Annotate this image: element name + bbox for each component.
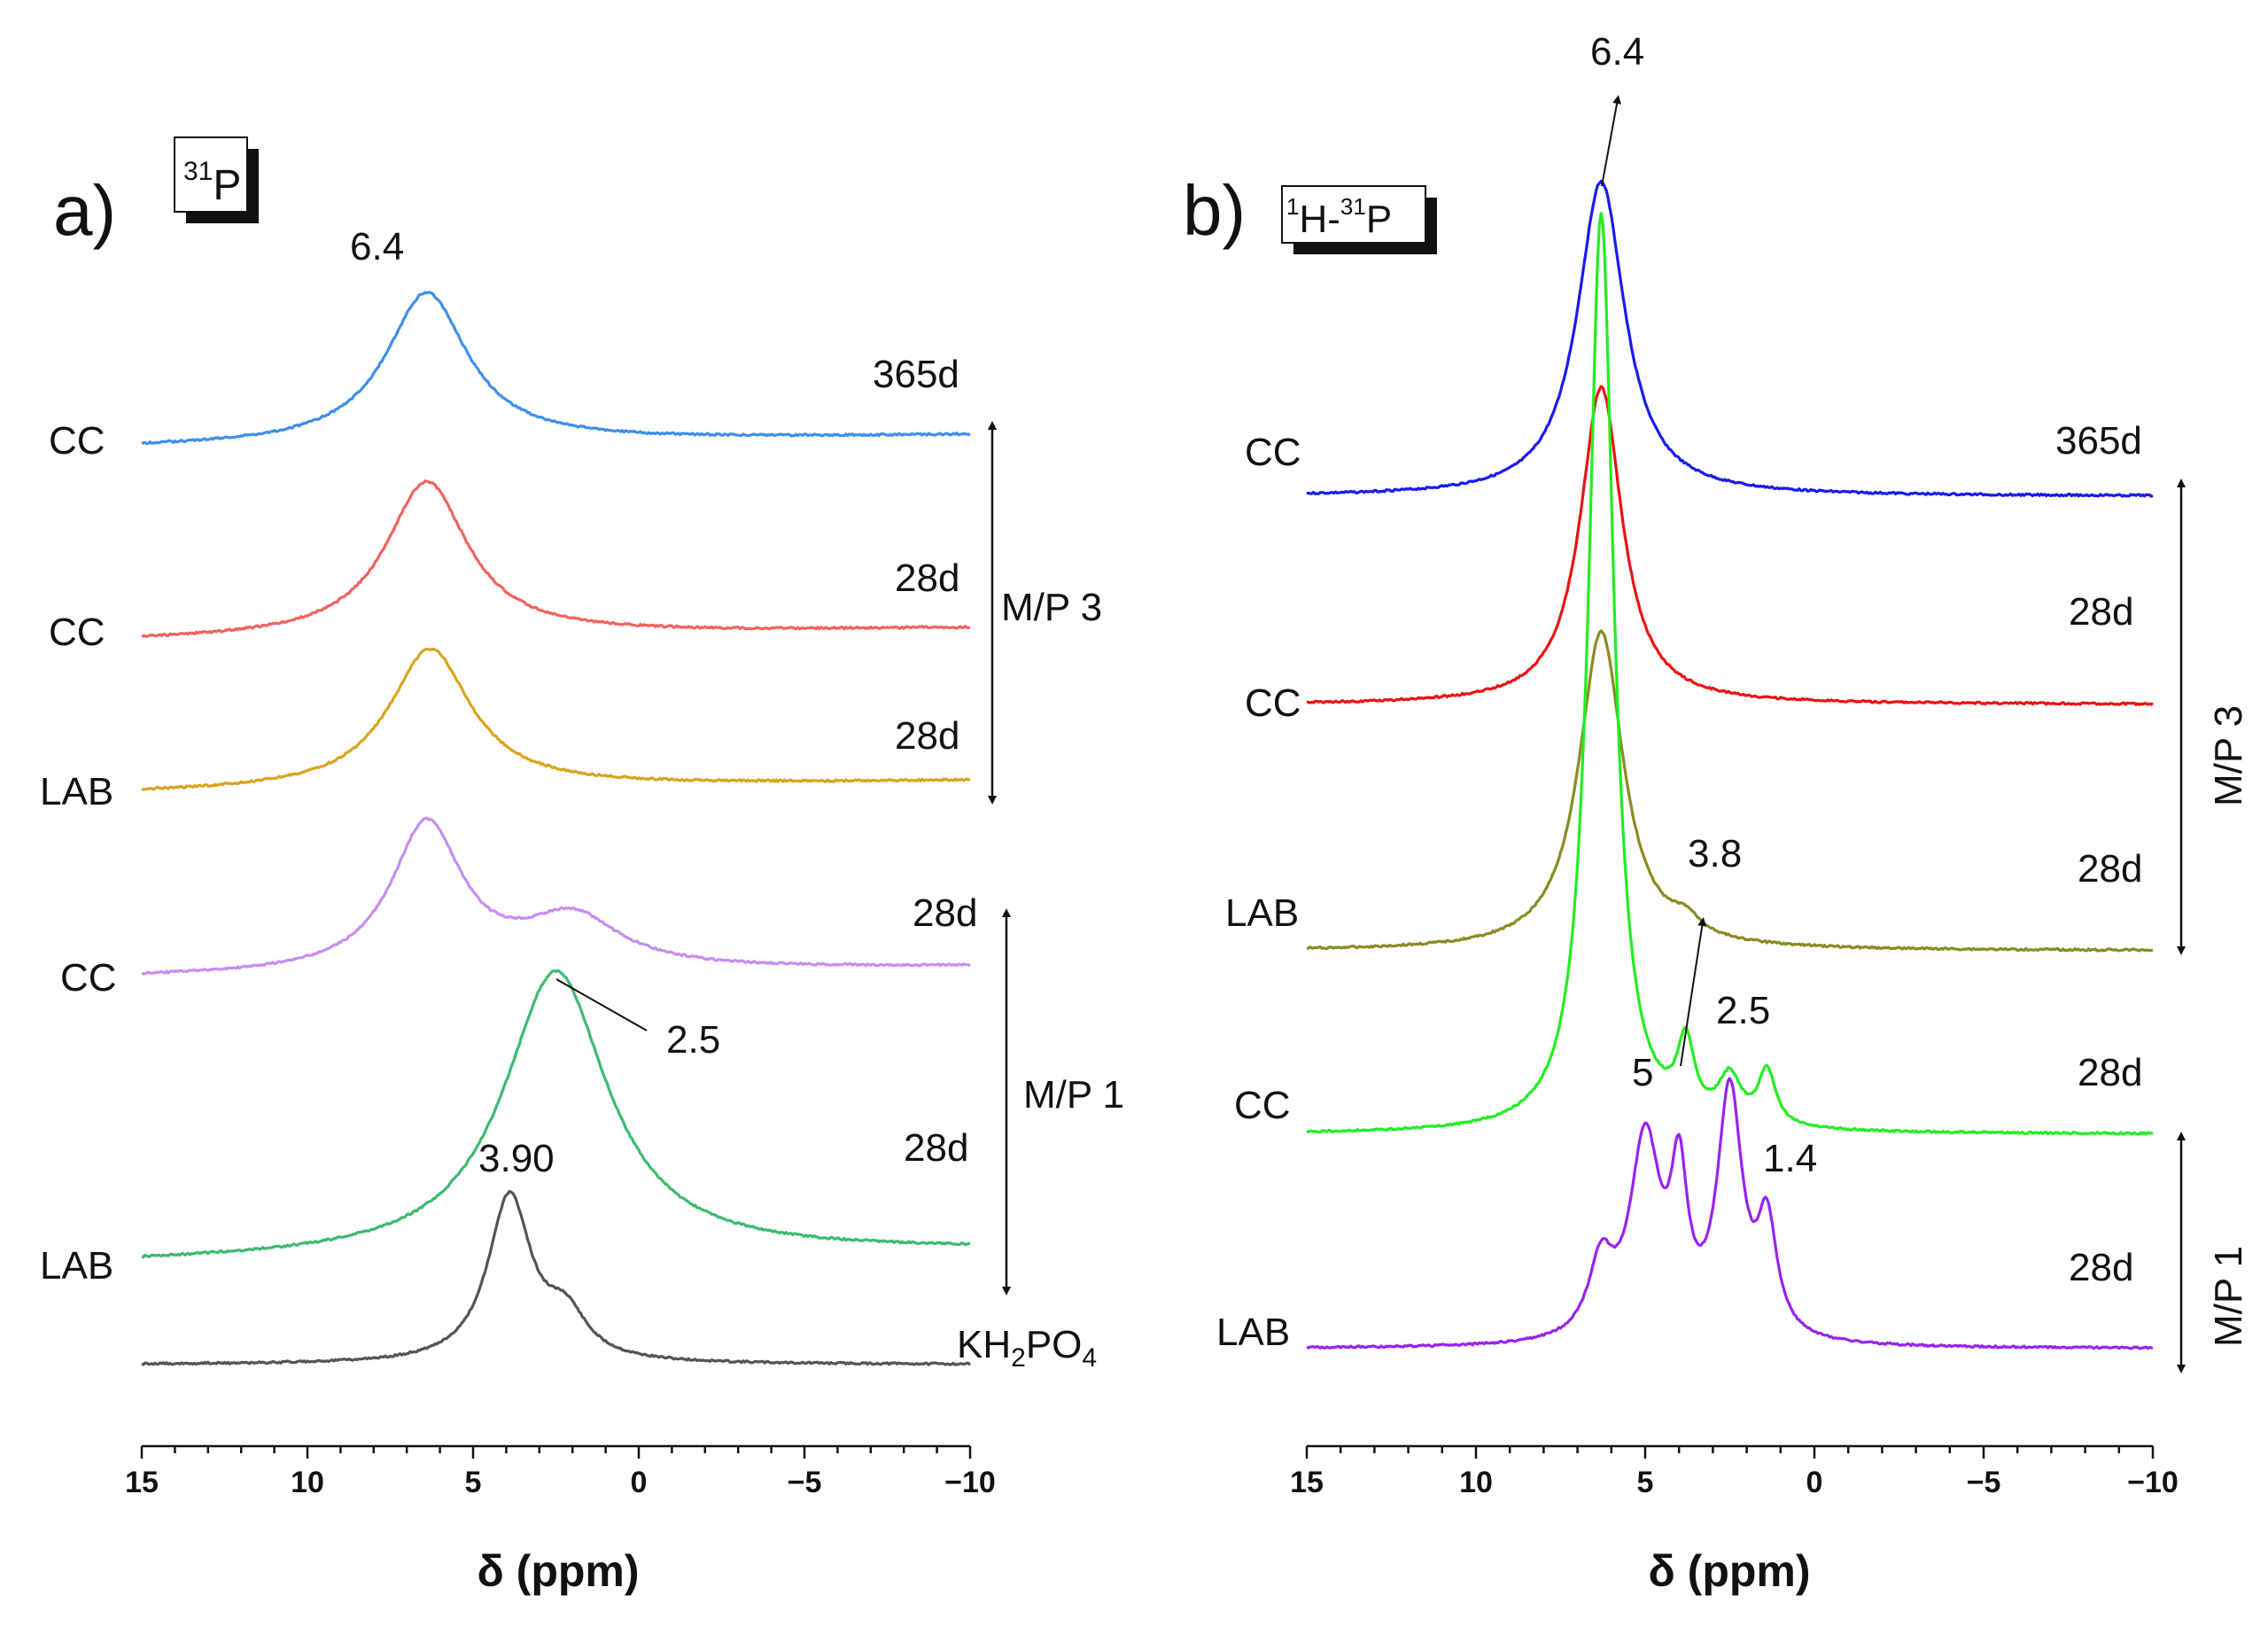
panel-b-annotation-arrow bbox=[1601, 95, 1622, 187]
panel-b-sample-label: CC bbox=[1245, 431, 1301, 474]
x-axis-tick-label: 15 bbox=[125, 1466, 159, 1499]
spectrum-trace-lab-3 bbox=[141, 647, 971, 792]
panel-b-nucleus-label: 1H-31P bbox=[1286, 193, 1392, 241]
x-axis-tick-label: 15 bbox=[1290, 1466, 1324, 1499]
panel-b-peak-annotation: 2.5 bbox=[1716, 989, 1770, 1032]
panel-a-sample-label: LAB bbox=[40, 770, 113, 813]
spectrum-trace-cc-2 bbox=[1306, 385, 2154, 706]
panel-b-label: b) bbox=[1183, 171, 1246, 250]
panel-b-x-axis-title: δ (ppm) bbox=[1648, 1546, 1810, 1596]
panel-a: a) 31P CC CC LAB CC LAB 365d 28d 28d 28d… bbox=[40, 136, 1124, 1596]
panel-b-age-label: 28d bbox=[2078, 1051, 2142, 1094]
panel-a-sample-label: CC bbox=[49, 419, 105, 463]
spectrum-trace-lab-5 bbox=[141, 969, 971, 1259]
spectrum-trace-cc-2 bbox=[141, 479, 971, 638]
panel-b-spectra bbox=[1306, 179, 2154, 1350]
x-axis-tick-label: 0 bbox=[631, 1466, 648, 1499]
panel-a-age-label: 28d bbox=[904, 1126, 968, 1170]
panel-a-age-label: 28d bbox=[913, 891, 977, 935]
panel-b-annotation-arrow bbox=[1680, 917, 1707, 1067]
panel-a-peak-annotation: 6.4 bbox=[350, 225, 404, 268]
panel-a-nucleus-label: 31P bbox=[183, 157, 241, 209]
panel-b-sample-label: LAB bbox=[1216, 1311, 1290, 1354]
panel-b-peak-annotation: 3.8 bbox=[1688, 832, 1742, 875]
panel-b-peak-annotation: 6.4 bbox=[1590, 30, 1644, 74]
panel-b-x-axis: 15 10 5 0 −5 −10 bbox=[1290, 1444, 2179, 1499]
panel-b-peak-annotation: 5 bbox=[1632, 1051, 1653, 1094]
panel-b-sample-label: LAB bbox=[1225, 891, 1299, 935]
spectrum-trace-cc-1 bbox=[1306, 179, 2154, 498]
panel-b-group-label: M/P 3 bbox=[2207, 705, 2250, 806]
spectrum-trace-cc-4 bbox=[1306, 212, 2154, 1136]
panel-b-age-label: 28d bbox=[2069, 590, 2133, 634]
panel-a-label: a) bbox=[53, 171, 116, 250]
x-axis-tick-label: 10 bbox=[291, 1466, 324, 1499]
panel-a-age-label: 365d bbox=[873, 353, 959, 396]
panel-a-x-axis: 15 10 5 0 −5 −10 bbox=[125, 1444, 996, 1499]
x-axis-tick-label: −10 bbox=[944, 1466, 996, 1499]
x-axis-tick-label: 10 bbox=[1459, 1466, 1493, 1499]
panel-a-sample-label: CC bbox=[60, 956, 117, 1000]
x-axis-tick-label: −5 bbox=[788, 1466, 822, 1499]
panel-b-group-label: M/P 1 bbox=[2207, 1246, 2250, 1347]
panel-b-sample-label: CC bbox=[1234, 1084, 1291, 1127]
panel-b-age-label: 28d bbox=[2078, 847, 2142, 891]
panel-a-sample-label: CC bbox=[49, 611, 105, 654]
panel-a-group-label: M/P 3 bbox=[1001, 586, 1102, 629]
panel-a-sample-label: LAB bbox=[40, 1244, 113, 1288]
x-axis-tick-label: −5 bbox=[1967, 1466, 2001, 1499]
panel-a-spectra bbox=[141, 291, 972, 1366]
panel-b-age-label: 28d bbox=[2069, 1246, 2133, 1289]
panel-a-x-axis-title: δ (ppm) bbox=[477, 1546, 639, 1596]
panel-b-sample-label: CC bbox=[1245, 681, 1301, 725]
spectrum-trace-lab-5 bbox=[1306, 1077, 2154, 1350]
panel-b-age-label: 365d bbox=[2055, 419, 2142, 463]
x-axis-tick-label: 0 bbox=[1806, 1466, 1823, 1499]
panel-a-peak-annotation: 3.90 bbox=[478, 1137, 555, 1180]
x-axis-tick-label: 5 bbox=[465, 1466, 482, 1499]
panel-b-nucleus-box bbox=[1281, 185, 1426, 244]
panel-a-reference-label: KH2PO4 bbox=[957, 1323, 1097, 1373]
panel-b: b) 1H-31P CC CC LAB CC LAB 365d 28d 28d … bbox=[1183, 30, 2250, 1596]
panel-a-annotation-leader bbox=[555, 978, 648, 1031]
panel-b-peak-annotation: 1.4 bbox=[1763, 1137, 1817, 1180]
spectrum-trace-cc-1 bbox=[141, 291, 971, 446]
panel-a-age-label: 28d bbox=[895, 556, 959, 600]
spectrum-trace-reference-6 bbox=[141, 1189, 972, 1366]
panel-a-group-label: M/P 1 bbox=[1023, 1073, 1124, 1117]
panel-a-nucleus-box bbox=[174, 136, 248, 213]
panel-a-peak-annotation: 2.5 bbox=[666, 1018, 720, 1062]
spectrum-trace-lab-3 bbox=[1306, 629, 2153, 953]
x-axis-tick-label: −10 bbox=[2127, 1466, 2179, 1499]
spectrum-trace-cc-4 bbox=[141, 816, 971, 976]
panel-a-age-label: 28d bbox=[895, 714, 959, 758]
x-axis-tick-label: 5 bbox=[1637, 1466, 1654, 1499]
